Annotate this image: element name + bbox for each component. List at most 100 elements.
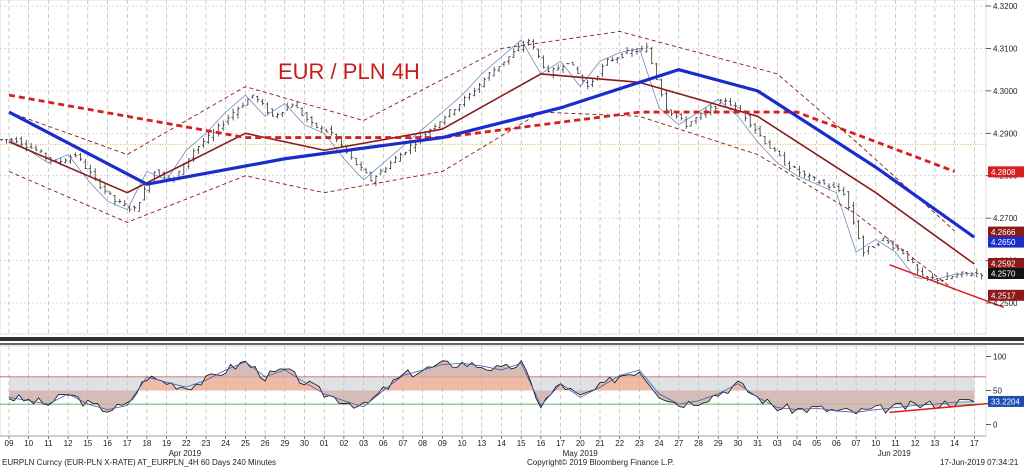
osc-y-tick-label: 50: [993, 387, 1002, 396]
x-tick-label: 09: [438, 439, 447, 448]
x-tick-label: 10: [24, 439, 33, 448]
price-tag-box: [988, 267, 1024, 279]
price-tag-label: 4.2592: [991, 259, 1016, 268]
osc-fill-area-2: [9, 360, 975, 414]
x-tick-label: 07: [399, 439, 408, 448]
close-line: [8, 39, 975, 281]
oscillator-panel: [0, 345, 1004, 437]
x-tick-label: 23: [202, 439, 211, 448]
x-axis: 09 10 11 12 15 16 17 18 19 22 23 24 25 26 29 30 01 02 03 06…: [0, 435, 986, 458]
price-tag-label: 4.2666: [991, 228, 1016, 237]
x-tick-label: 18: [142, 439, 151, 448]
x-tick-label: 06: [379, 439, 388, 448]
x-tick-label: 24: [221, 439, 230, 448]
x-tick-label: 24: [655, 439, 664, 448]
y-tick-label: 4.2900: [993, 129, 1018, 138]
x-tick-label: 02: [339, 439, 348, 448]
y-tick-label: 4.2700: [993, 214, 1018, 223]
footer-center: Copyright© 2019 Bloomberg Finance L.P.: [527, 458, 675, 467]
chart-title: EUR / PLN 4H: [278, 59, 420, 84]
x-tick-label: 19: [162, 439, 171, 448]
x-tick-label: 25: [241, 439, 250, 448]
osc-y-tick-label: 100: [993, 352, 1007, 361]
x-tick-label: 14: [497, 439, 506, 448]
osc-trendline: [889, 401, 1004, 414]
price-trendline: [889, 264, 1005, 308]
x-tick-label: 10: [458, 439, 467, 448]
y-tick-label: 4.3000: [993, 87, 1018, 96]
x-tick-label: 07: [852, 439, 861, 448]
price-tag-box: [988, 166, 1024, 178]
x-tick-label: 15: [83, 439, 92, 448]
footer-right: 17-Jun-2019 07:34:21: [940, 458, 1019, 467]
x-tick-label: 27: [674, 439, 683, 448]
x-tick-label: 21: [596, 439, 605, 448]
x-tick-label: 03: [359, 439, 368, 448]
price-overlays: [8, 31, 1005, 308]
x-tick-label: 08: [418, 439, 427, 448]
osc-value-tag-box: [988, 395, 1024, 407]
price-tag-label: 4.2517: [991, 291, 1016, 300]
x-tick-label: 03: [773, 439, 782, 448]
footer-left: EURPLN Curncy (EUR-PLN X-RATE) AT_EURPLN…: [2, 458, 277, 467]
ma-mid-line: [8, 68, 976, 239]
y-tick-label: 4.3100: [993, 44, 1018, 53]
x-month-label: May 2019: [563, 449, 599, 458]
x-tick-label: 01: [320, 439, 329, 448]
x-month-label: Apr 2019: [169, 449, 202, 458]
oscillator-lines: [8, 359, 1004, 415]
price-tag-label: 4.2650: [991, 238, 1016, 247]
osc-fill-area: [9, 360, 975, 414]
price-candles: [0, 38, 984, 285]
osc-signal-line: [8, 361, 975, 413]
x-tick-label: 20: [576, 439, 585, 448]
x-tick-label: 09: [5, 439, 14, 448]
price-tag-box: [988, 236, 1024, 248]
x-tick-label: 04: [793, 439, 802, 448]
x-tick-label: 26: [261, 439, 270, 448]
ma-fast-line: [8, 73, 975, 265]
y-tick-label: 4.2500: [993, 299, 1018, 308]
x-tick-label: 29: [280, 439, 289, 448]
x-tick-label: 17: [123, 439, 132, 448]
osc-value-tag-label: 33.2204: [991, 397, 1020, 406]
price-tag-box: [988, 257, 1024, 269]
x-tick-label: 12: [64, 439, 73, 448]
x-month-label: Jun 2019: [878, 449, 911, 458]
price-tag-label: 4.2808: [991, 168, 1016, 177]
panel-divider: [0, 337, 1024, 341]
x-tick-label: 30: [300, 439, 309, 448]
panel-divider-2: [0, 343, 1024, 345]
price-tag-box: [988, 226, 1024, 238]
x-tick-label: 17: [970, 439, 979, 448]
x-tick-label: 05: [812, 439, 821, 448]
oscillator-axis: 0 50 100: [986, 352, 1007, 430]
x-tick-label: 23: [635, 439, 644, 448]
osc-y-tick-label: 0: [993, 421, 998, 430]
price-tag-box: [988, 289, 1024, 301]
x-tick-label: 10: [871, 439, 880, 448]
x-tick-label: 16: [536, 439, 545, 448]
oscillator-tags: 33.2204: [988, 395, 1024, 407]
x-tick-label: 11: [891, 439, 900, 448]
x-tick-label: 30: [733, 439, 742, 448]
x-tick-label: 31: [753, 439, 762, 448]
x-tick-label: 14: [950, 439, 959, 448]
x-tick-label: 17: [556, 439, 565, 448]
price-panel: EUR / PLN 4H: [0, 0, 1005, 335]
x-tick-label: 16: [103, 439, 112, 448]
band-upper-line: [8, 31, 955, 232]
x-tick-label: 29: [714, 439, 723, 448]
band-lower-line: [8, 111, 955, 291]
x-tick-label: 28: [694, 439, 703, 448]
x-tick-label: 06: [832, 439, 841, 448]
x-tick-label: 11: [44, 439, 53, 448]
x-tick-label: 13: [930, 439, 939, 448]
x-tick-label: 22: [615, 439, 624, 448]
x-tick-label: 13: [477, 439, 486, 448]
ma-slow-line: [8, 93, 956, 173]
footer: EURPLN Curncy (EUR-PLN X-RATE) AT_EURPLN…: [0, 458, 1024, 470]
x-tick-label: 22: [182, 439, 191, 448]
